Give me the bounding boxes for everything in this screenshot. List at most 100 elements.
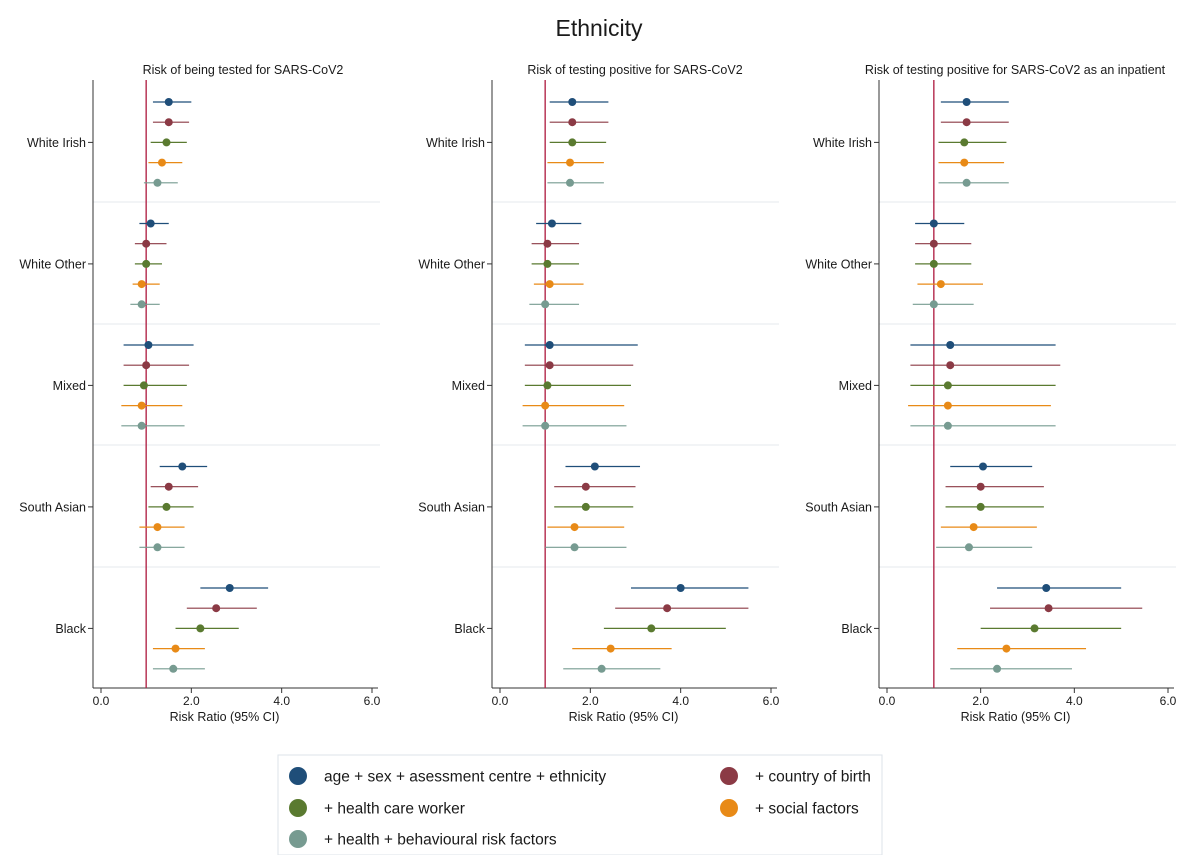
point-estimate xyxy=(164,482,173,491)
point-estimate xyxy=(946,361,955,370)
legend-box xyxy=(277,754,883,855)
x-tick-label: 4.0 xyxy=(1066,694,1083,708)
point-estimate xyxy=(663,604,672,613)
point-estimate xyxy=(647,624,656,633)
category-label: Black xyxy=(841,622,872,636)
point-estimate xyxy=(164,98,173,106)
panel-title: Risk of testing positive for SARS-CoV2 xyxy=(527,63,742,77)
point-estimate xyxy=(993,664,1002,673)
point-estimate xyxy=(144,341,153,349)
point-estimate xyxy=(1044,604,1053,613)
point-estimate xyxy=(137,300,146,309)
panels-group: Risk of being tested for SARS-CoV2 0.0 2.0… xyxy=(19,63,1176,724)
point-estimate xyxy=(543,381,552,390)
forest-panel-1: Risk of being tested for SARS-CoV2 0.0 2.0… xyxy=(19,63,380,724)
point-estimate xyxy=(142,239,151,248)
point-estimate xyxy=(946,341,955,349)
point-estimate xyxy=(162,138,171,147)
category-label: Black xyxy=(55,622,86,636)
point-estimate xyxy=(1042,584,1051,592)
category-label: White Other xyxy=(19,257,86,271)
figure-title: Ethnicity xyxy=(556,15,643,41)
point-estimate xyxy=(943,381,952,390)
point-estimate xyxy=(547,219,556,228)
legend-label: + health + behavioural risk factors xyxy=(324,832,557,849)
point-estimate xyxy=(137,280,146,289)
x-tick-label: 2.0 xyxy=(972,694,989,708)
point-estimate xyxy=(541,300,550,309)
x-axis-label: Risk Ratio (95% CI) xyxy=(170,710,280,724)
category-label: Mixed xyxy=(839,379,872,393)
point-estimate xyxy=(142,259,151,268)
x-tick-label: 2.0 xyxy=(582,694,599,708)
x-tick-label: 0.0 xyxy=(93,694,110,708)
x-axis-label: Risk Ratio (95% CI) xyxy=(961,710,1071,724)
point-estimate xyxy=(545,361,554,370)
point-estimate xyxy=(142,361,151,370)
category-label: White Other xyxy=(418,257,485,271)
point-estimate xyxy=(976,502,985,511)
category-label: South Asian xyxy=(418,500,485,514)
point-estimate xyxy=(137,401,146,410)
x-tick-label: 6.0 xyxy=(1160,694,1177,708)
point-estimate xyxy=(164,118,173,127)
category-label: White Irish xyxy=(426,136,485,150)
panel-title: Risk of being tested for SARS-CoV2 xyxy=(143,63,344,77)
point-estimate xyxy=(976,482,985,491)
point-estimate xyxy=(969,523,978,532)
x-tick-label: 0.0 xyxy=(492,694,509,708)
point-estimate xyxy=(566,158,575,167)
point-estimate xyxy=(568,118,577,127)
point-estimate xyxy=(936,280,945,289)
x-tick-label: 4.0 xyxy=(672,694,689,708)
point-estimate xyxy=(543,259,552,268)
point-estimate xyxy=(153,523,162,532)
legend: age + sex + asessment centre + ethnicity… xyxy=(277,754,883,855)
x-tick-label: 4.0 xyxy=(273,694,290,708)
forest-panel-2: Risk of testing positive for SARS-CoV2 0.… xyxy=(418,63,779,724)
category-label: Black xyxy=(454,622,485,636)
point-estimate xyxy=(960,138,969,147)
legend-label: + health care worker xyxy=(324,801,465,818)
point-estimate xyxy=(962,118,971,127)
point-estimate xyxy=(570,523,579,532)
point-estimate xyxy=(964,543,973,552)
point-estimate xyxy=(606,644,615,653)
point-estimate xyxy=(153,178,162,187)
point-estimate xyxy=(545,280,554,289)
point-estimate xyxy=(568,138,577,147)
category-label: White Other xyxy=(805,257,872,271)
x-axis-label: Risk Ratio (95% CI) xyxy=(569,710,679,724)
point-estimate xyxy=(929,259,938,268)
point-estimate xyxy=(196,624,205,633)
point-estimate xyxy=(545,341,554,349)
x-tick-label: 6.0 xyxy=(364,694,381,708)
category-label: White Irish xyxy=(27,136,86,150)
point-estimate xyxy=(153,543,162,552)
category-label: South Asian xyxy=(805,500,872,514)
point-estimate xyxy=(581,502,590,511)
legend-label: age + sex + asessment centre + ethnicity xyxy=(324,769,606,786)
point-estimate xyxy=(581,482,590,491)
x-tick-label: 0.0 xyxy=(879,694,896,708)
x-tick-label: 2.0 xyxy=(183,694,200,708)
legend-label: + social factors xyxy=(755,801,859,818)
point-estimate xyxy=(178,462,187,471)
legend-label: + country of birth xyxy=(755,769,871,786)
point-estimate xyxy=(962,98,971,106)
forest-panel-3: Risk of testing positive for SARS-CoV2 a… xyxy=(805,63,1176,724)
category-label: South Asian xyxy=(19,500,86,514)
category-label: Mixed xyxy=(452,379,485,393)
point-estimate xyxy=(1002,644,1011,653)
point-estimate xyxy=(541,421,550,430)
point-estimate xyxy=(162,502,171,511)
point-estimate xyxy=(597,664,606,673)
point-estimate xyxy=(543,239,552,248)
legend-items: age + sex + asessment centre + ethnicity… xyxy=(289,767,871,849)
x-tick-label: 6.0 xyxy=(763,694,780,708)
point-estimate xyxy=(225,584,234,592)
point-estimate xyxy=(139,381,148,390)
point-estimate xyxy=(929,239,938,248)
point-estimate xyxy=(570,543,579,552)
